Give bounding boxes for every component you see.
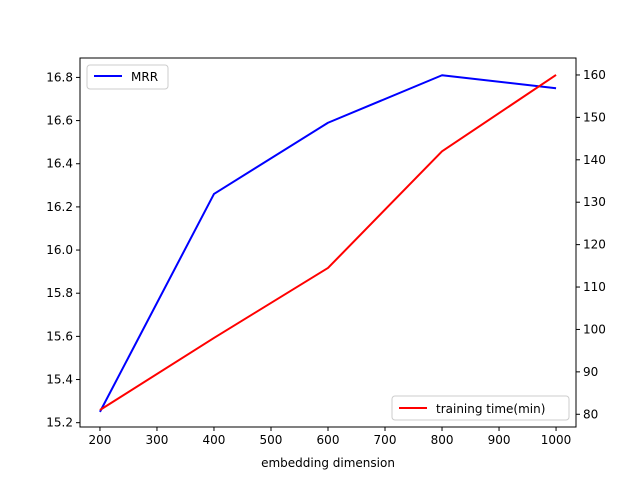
legend-mrr-box [86, 64, 169, 90]
series-line-training-time [99, 74, 557, 411]
left-y-axis-ticks: 15.2 15.4 15.6 15.8 16.0 16.2 16.4 16.6 16.8 [46, 70, 80, 430]
right-y-tick-label: 110 [583, 280, 606, 294]
x-axis-label: embedding dimension [261, 456, 395, 470]
x-tick-label: 700 [374, 433, 397, 447]
legend-mrr: MRR [86, 64, 169, 90]
left-y-tick-label: 15.8 [46, 286, 73, 300]
left-y-tick-label: 16.2 [46, 200, 73, 214]
series-line-mrr [99, 74, 557, 413]
left-y-tick-label: 16.4 [46, 157, 73, 171]
x-tick-label: 300 [146, 433, 169, 447]
right-y-tick-label: 90 [583, 365, 598, 379]
right-y-tick-label: 130 [583, 195, 606, 209]
x-tick-label: 600 [317, 433, 340, 447]
x-tick-label: 800 [431, 433, 454, 447]
left-y-tick-label: 16.0 [46, 243, 73, 257]
legend-mrr-label: MRR [131, 70, 158, 84]
legend-training-time-box [391, 395, 570, 421]
right-y-tick-label: 80 [583, 407, 598, 421]
right-y-tick-label: 100 [583, 322, 606, 336]
right-y-tick-label: 150 [583, 110, 606, 124]
right-y-tick-label: 160 [583, 68, 606, 82]
left-y-tick-label: 16.8 [46, 70, 73, 84]
right-y-tick-label: 120 [583, 238, 606, 252]
right-y-tick-label: 140 [583, 153, 606, 167]
left-y-tick-label: 15.2 [46, 416, 73, 430]
legend-training-time-label: training time(min) [436, 402, 545, 416]
x-tick-label: 500 [260, 433, 283, 447]
x-axis-ticks: 200 300 400 500 600 700 800 900 1000 [89, 427, 572, 447]
x-tick-label: 1000 [541, 433, 572, 447]
series-lines [99, 74, 557, 413]
x-tick-label: 900 [488, 433, 511, 447]
x-tick-label: 400 [203, 433, 226, 447]
x-tick-label: 200 [89, 433, 112, 447]
left-y-tick-label: 15.4 [46, 373, 73, 387]
right-y-axis-ticks: 80 90 100 110 120 130 140 150 160 [576, 68, 606, 421]
left-y-tick-label: 16.6 [46, 114, 73, 128]
plot-area-frame [79, 57, 577, 428]
left-y-tick-label: 15.6 [46, 329, 73, 343]
legend-training-time: training time(min) [391, 395, 570, 421]
